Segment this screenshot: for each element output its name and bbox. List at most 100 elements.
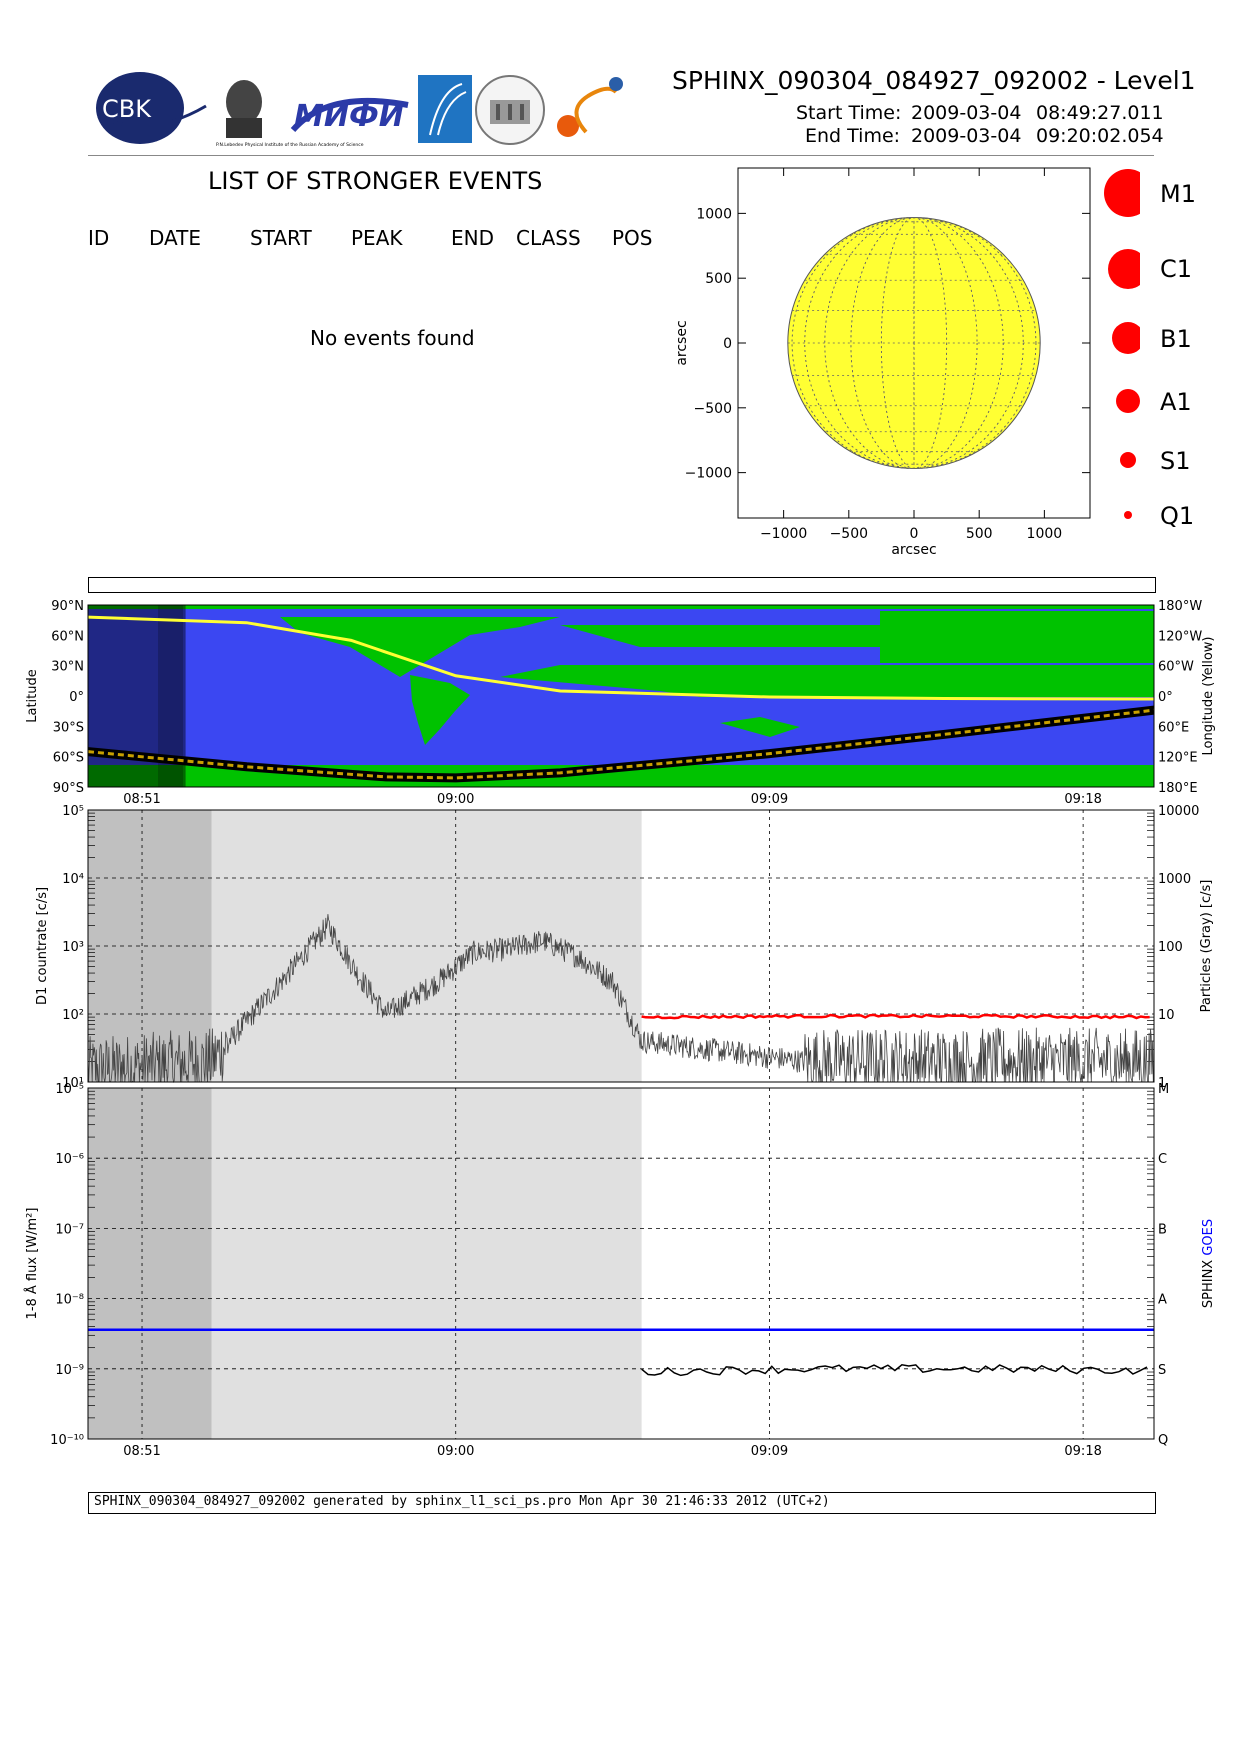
d1-ytick-label: 10⁵ bbox=[62, 804, 84, 819]
land-mass bbox=[880, 611, 1154, 663]
header-rule bbox=[88, 155, 1154, 156]
lon-tick-label: 180°E bbox=[1158, 781, 1198, 796]
lon-tick-label: 120°W bbox=[1158, 629, 1202, 644]
flux-right-label: SPHINX GOES bbox=[1201, 1219, 1216, 1308]
lebedev-logo: P.N.Lebedev Physical Institute of the Ru… bbox=[216, 80, 364, 148]
col-id: ID bbox=[88, 226, 110, 250]
legend-label-b1: B1 bbox=[1160, 325, 1192, 353]
sun-xtick-label: 1000 bbox=[1027, 526, 1063, 542]
flux-class-label: M bbox=[1158, 1082, 1169, 1097]
col-peak: PEAK bbox=[351, 226, 403, 250]
goes-legend-label: GOES bbox=[1201, 1219, 1216, 1256]
d1-frame bbox=[87, 809, 1155, 1083]
legend-label-a1: A1 bbox=[1160, 388, 1192, 416]
lon-tick-label: 60°E bbox=[1158, 720, 1189, 735]
map-xtick-label: 09:00 bbox=[437, 792, 474, 807]
land-mass bbox=[410, 675, 470, 745]
flux-xtick-label: 09:18 bbox=[1064, 1444, 1101, 1459]
particles-ytick-label: 1000 bbox=[1158, 872, 1191, 887]
logos: CBK PAN P.N.Lebedev Physical Institute o… bbox=[96, 72, 623, 148]
end-time: 09:20:02.054 bbox=[1036, 125, 1164, 147]
sun-ytick-label: −1000 bbox=[685, 466, 732, 482]
svg-text:CBK: CBK bbox=[102, 95, 152, 123]
legend-dot-m1 bbox=[1104, 169, 1140, 217]
sun-grid bbox=[787, 217, 1041, 469]
lat-tick-label: 0° bbox=[69, 690, 84, 705]
class-legend bbox=[1104, 169, 1140, 519]
mifi-logo: МИФИ bbox=[290, 97, 409, 134]
sun-xtick-label: 500 bbox=[966, 526, 993, 542]
col-pos: POS bbox=[612, 226, 653, 250]
seal-logo bbox=[475, 75, 545, 145]
d1-countrate-line bbox=[87, 914, 1154, 1084]
sun-longitude-line bbox=[824, 217, 1004, 469]
particles-yaxis-label: Particles (Gray) [c/s] bbox=[1199, 880, 1214, 1013]
solar-disk-chart: −1000 −500 0 500 1000 −1000 −500 0 500 1000 arcsec… bbox=[674, 167, 1091, 558]
end-time-label: End Time: bbox=[805, 125, 901, 147]
lat-tick-label: 60°S bbox=[53, 751, 84, 766]
flux-yaxis-label: 1-8 Å flux [W/m²] bbox=[24, 1208, 40, 1320]
col-class: CLASS bbox=[516, 226, 581, 250]
d1-ytick-label: 10² bbox=[62, 1008, 84, 1023]
legend-label-m1: M1 bbox=[1160, 180, 1196, 208]
flux-ytick-label: 10⁻⁹ bbox=[55, 1363, 84, 1378]
sun-ytick-label: −500 bbox=[694, 401, 732, 417]
map-xtick-label: 09:18 bbox=[1064, 792, 1101, 807]
sphinx-flux-line bbox=[641, 1364, 1148, 1377]
flux-ytick-label: 10⁻¹⁰ bbox=[50, 1433, 84, 1448]
latitude-track bbox=[87, 708, 1155, 780]
timeseries-panels: 90°N 60°N 30°N 0° 30°S 60°S 90°S 180°W 120°W 60°W… bbox=[24, 599, 1216, 1459]
lon-tick-label: 120°E bbox=[1158, 751, 1198, 766]
flux-xtick-label: 09:09 bbox=[751, 1444, 788, 1459]
col-end: END bbox=[451, 226, 494, 250]
sun-longitude-line bbox=[791, 217, 1037, 469]
sun-longitude-line bbox=[804, 217, 1024, 469]
sun-xtick-label: −1000 bbox=[760, 526, 807, 542]
map-frame bbox=[87, 604, 1155, 788]
report-title: SPHINX_090304_084927_092002 - Level1 bbox=[672, 66, 1196, 95]
lon-tick-label: 60°W bbox=[1158, 660, 1194, 675]
footer: SPHINX_090304_084927_092002 generated by… bbox=[88, 1492, 1156, 1514]
sun-xtick-label: 0 bbox=[910, 526, 919, 542]
flux-class-label: A bbox=[1158, 1293, 1167, 1308]
logo-bar: CBK PAN P.N.Lebedev Physical Institute o… bbox=[88, 70, 628, 150]
flux-xtick-label: 08:51 bbox=[123, 1444, 160, 1459]
flux-class-label: S bbox=[1158, 1363, 1166, 1378]
flux-class-label: B bbox=[1158, 1222, 1167, 1237]
flux-ytick-label: 10⁻⁶ bbox=[55, 1152, 84, 1167]
particles-ytick-label: 1 bbox=[1158, 1076, 1166, 1091]
lat-tick-label: 30°N bbox=[51, 660, 84, 675]
legend-dot-c1 bbox=[1108, 249, 1140, 289]
col-date: DATE bbox=[149, 226, 202, 250]
d1-shade-dark bbox=[88, 810, 212, 1082]
legend-label-q1: Q1 bbox=[1160, 502, 1195, 530]
legend-label-c1: C1 bbox=[1160, 255, 1193, 283]
map-xtick-label: 08:51 bbox=[123, 792, 160, 807]
col-start: START bbox=[250, 226, 312, 250]
particles-ytick-label: 10000 bbox=[1158, 804, 1199, 819]
map-xtick-label: 09:09 bbox=[751, 792, 788, 807]
svg-text:МИФИ: МИФИ bbox=[294, 99, 404, 134]
land-mass bbox=[88, 605, 1154, 609]
sun-yaxis-label: arcsec bbox=[674, 320, 690, 365]
footer-text: SPHINX_090304_084927_092002 generated by… bbox=[94, 1494, 830, 1509]
d1-ytick-label: 10³ bbox=[62, 940, 84, 955]
sun-ytick-label: 0 bbox=[723, 336, 732, 352]
sphinx-legend-label: SPHINX bbox=[1201, 1256, 1216, 1308]
lat-tick-label: 90°N bbox=[51, 599, 84, 614]
flux-class-label: C bbox=[1158, 1152, 1167, 1167]
flux-ytick-label: 10⁻⁸ bbox=[55, 1293, 84, 1308]
start-time-label: Start Time: bbox=[796, 102, 902, 124]
svg-text:PAN: PAN bbox=[185, 99, 197, 106]
lon-tick-label: 180°W bbox=[1158, 599, 1202, 614]
lon-tick-label: 0° bbox=[1158, 690, 1173, 705]
sun-ytick-label: 500 bbox=[705, 271, 732, 287]
sun-longitude-line bbox=[850, 217, 978, 469]
spacecraft-logo bbox=[418, 75, 472, 143]
start-date: 2009-03-04 bbox=[911, 102, 1022, 124]
land-mass bbox=[500, 665, 1154, 697]
d1-ytick-label: 10⁴ bbox=[62, 872, 84, 887]
svg-text:P.N.Lebedev Physical Institute: P.N.Lebedev Physical Institute of the Ru… bbox=[216, 142, 364, 148]
lon-axis-label: Longitude (Yellow) bbox=[1201, 637, 1216, 756]
flux-shade-dark bbox=[88, 1088, 212, 1439]
